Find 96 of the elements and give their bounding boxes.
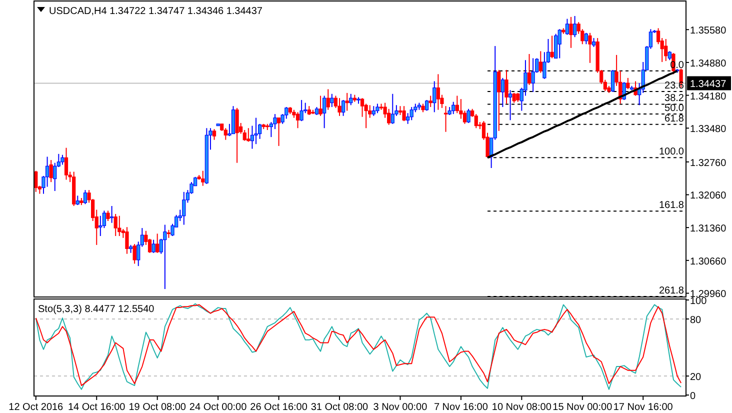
candlestick [231,106,236,134]
candlestick [569,16,573,48]
candlestick [342,99,346,116]
candlestick [444,106,448,132]
x-tick-label: 10 Nov 08:00 [492,402,552,413]
ref-line-label: 1.34437 [690,79,727,90]
y-tick-label: 1.34180 [690,91,727,102]
x-tick-label: 24 Oct 00:00 [189,402,248,413]
y-tick-label: 20 [690,372,702,384]
candlestick [410,106,414,121]
candlestick [330,93,334,108]
candlestick [345,92,349,112]
candlestick [201,170,205,186]
candlestick [432,80,436,113]
candlestick [610,69,615,93]
candlestick [390,93,394,124]
y-tick-label: 0 [690,391,696,402]
annotation: 50.0 [664,103,684,114]
candlestick [402,106,406,122]
candlestick [276,117,281,146]
candlestick [106,210,110,222]
annotation: 38.2 [664,93,684,104]
candlestick [349,93,353,106]
candlestick [212,128,216,140]
candlestick [497,69,501,132]
candlestick [504,69,508,104]
candlestick [428,95,432,108]
candlestick [132,243,136,264]
candlestick [531,58,535,93]
annotation: 161.8 [658,200,684,212]
candlestick [338,98,342,116]
candlestick [512,92,516,104]
y-tick-label: 1.34880 [690,58,727,70]
y-tick-label: 1.33480 [690,124,727,136]
x-tick-label: 26 Oct 16:00 [250,402,308,413]
candlestick [156,233,160,254]
candlestick [322,95,326,129]
candlestick [500,77,504,108]
candlestick [558,28,562,59]
y-tick-label: 1.35580 [690,26,727,37]
candlestick [76,195,80,206]
candlestick [588,32,592,64]
text: USDCAD,H4 1.34722 1.34747 1.34346 1.34437 [49,6,263,17]
candlestick [182,191,186,226]
candlestick [114,213,118,237]
x-tick-label: 14 Oct 16:00 [68,402,126,413]
x-tick-label: 19 Oct 08:00 [128,402,186,413]
candlestick [125,226,129,254]
annotation: 23.6 [664,80,684,92]
candlestick [573,16,577,38]
y-tick-label: 80 [690,314,702,326]
annotation: 61.8 [664,113,684,124]
candlestick [527,54,532,86]
x-tick-label: 3 Nov 00:00 [373,402,428,413]
candlestick [424,99,429,112]
y-tick-label: 1.31360 [690,224,727,235]
candlestick [436,74,440,110]
candlestick [372,106,376,116]
candlestick [550,35,554,59]
candlestick [326,88,330,110]
candlestick [565,18,570,36]
candlestick [626,77,630,90]
candlestick [83,190,88,205]
candlestick [508,90,512,121]
candlestick [584,32,588,45]
x-tick-label: 17 Nov 16:00 [613,402,674,413]
candlestick [664,38,668,62]
candlestick [554,33,558,59]
x-tick-label: 12 Oct 2016 [8,402,64,413]
y-tick-label: 1.32760 [690,158,727,169]
candlestick [538,50,542,74]
candlestick [118,215,122,237]
candlestick [60,154,64,166]
x-tick-label: 7 Nov 16:00 [434,402,488,413]
x-tick-label: 31 Oct 08:00 [310,402,369,413]
candlestick [318,95,322,116]
y-tick-label: 1.32060 [690,190,727,202]
candlestick [376,103,380,114]
candlestick [296,112,300,129]
y-tick-label: 1.30660 [690,256,727,268]
candlestick [452,101,456,115]
candlestick [49,160,53,183]
annotation: 261.8 [658,286,684,297]
candlestick [466,108,470,124]
candlestick [246,128,250,142]
x-tick-label: 15 Nov 00:00 [552,402,613,413]
candlestick [235,107,239,164]
candlestick [110,205,114,224]
candlestick [152,239,156,254]
candlestick [224,128,228,140]
candlestick [254,117,258,145]
text: Sto(5,3,3) 8.4477 12.5540 [38,304,155,315]
candlestick [163,224,167,290]
candlestick [64,147,68,180]
annotation: 100.0 [658,146,684,158]
candlestick [300,99,304,122]
